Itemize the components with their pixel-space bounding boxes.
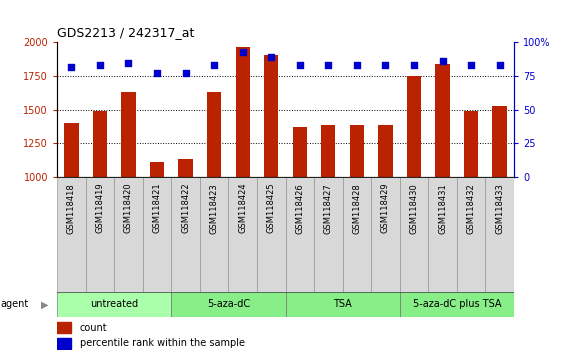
Point: [352, 63, 361, 68]
Bar: [435, 64, 450, 177]
Text: percentile rank within the sample: percentile rank within the sample: [80, 338, 245, 348]
Bar: [264, 55, 278, 177]
FancyBboxPatch shape: [371, 177, 400, 292]
FancyBboxPatch shape: [171, 177, 200, 292]
FancyBboxPatch shape: [57, 292, 171, 317]
FancyBboxPatch shape: [171, 292, 286, 317]
Point: [295, 63, 304, 68]
Text: 5-aza-dC plus TSA: 5-aza-dC plus TSA: [413, 299, 501, 309]
Bar: [178, 159, 193, 177]
Bar: [464, 111, 478, 177]
Text: GSM118427: GSM118427: [324, 183, 333, 234]
FancyBboxPatch shape: [428, 177, 457, 292]
Bar: [121, 92, 135, 177]
FancyBboxPatch shape: [57, 177, 86, 292]
FancyBboxPatch shape: [86, 177, 114, 292]
Text: GSM118426: GSM118426: [295, 183, 304, 234]
Text: TSA: TSA: [333, 299, 352, 309]
Point: [467, 63, 476, 68]
FancyBboxPatch shape: [200, 177, 228, 292]
Text: GSM118424: GSM118424: [238, 183, 247, 233]
Bar: [64, 123, 78, 177]
Text: untreated: untreated: [90, 299, 138, 309]
Bar: [150, 161, 164, 177]
Text: GSM118421: GSM118421: [152, 183, 162, 233]
FancyBboxPatch shape: [286, 292, 400, 317]
FancyBboxPatch shape: [257, 177, 286, 292]
Text: GSM118420: GSM118420: [124, 183, 133, 233]
Text: GSM118418: GSM118418: [67, 183, 76, 234]
Bar: [57, 338, 71, 349]
Text: ▶: ▶: [41, 299, 49, 309]
Text: GSM118419: GSM118419: [95, 183, 104, 233]
FancyBboxPatch shape: [114, 177, 143, 292]
Text: GSM118429: GSM118429: [381, 183, 390, 233]
Text: GSM118423: GSM118423: [210, 183, 219, 234]
FancyBboxPatch shape: [314, 177, 343, 292]
Point: [324, 63, 333, 68]
Text: GSM118422: GSM118422: [181, 183, 190, 233]
Point: [67, 64, 76, 69]
Text: GSM118431: GSM118431: [438, 183, 447, 234]
Bar: [407, 76, 421, 177]
Bar: [57, 322, 71, 333]
Text: GSM118428: GSM118428: [352, 183, 361, 234]
Point: [409, 63, 419, 68]
Point: [238, 49, 247, 55]
Point: [267, 55, 276, 60]
Point: [124, 60, 133, 65]
Text: GSM118425: GSM118425: [267, 183, 276, 233]
Bar: [292, 127, 307, 177]
Point: [438, 58, 447, 64]
Point: [152, 70, 162, 76]
Bar: [321, 125, 335, 177]
FancyBboxPatch shape: [228, 177, 257, 292]
Text: GSM118432: GSM118432: [467, 183, 476, 234]
Text: agent: agent: [0, 299, 28, 309]
Text: GSM118433: GSM118433: [495, 183, 504, 234]
FancyBboxPatch shape: [457, 177, 485, 292]
FancyBboxPatch shape: [143, 177, 171, 292]
Point: [95, 63, 104, 68]
Text: count: count: [80, 322, 107, 332]
Bar: [207, 92, 221, 177]
Point: [381, 63, 390, 68]
Bar: [235, 46, 250, 177]
Text: 5-aza-dC: 5-aza-dC: [207, 299, 250, 309]
FancyBboxPatch shape: [400, 177, 428, 292]
Point: [181, 70, 190, 76]
Point: [210, 63, 219, 68]
Text: GSM118430: GSM118430: [409, 183, 419, 234]
FancyBboxPatch shape: [343, 177, 371, 292]
FancyBboxPatch shape: [286, 177, 314, 292]
Bar: [378, 125, 392, 177]
FancyBboxPatch shape: [400, 292, 514, 317]
Bar: [93, 111, 107, 177]
Point: [495, 63, 504, 68]
FancyBboxPatch shape: [485, 177, 514, 292]
Bar: [492, 106, 506, 177]
Text: GDS2213 / 242317_at: GDS2213 / 242317_at: [57, 26, 195, 39]
Bar: [349, 125, 364, 177]
